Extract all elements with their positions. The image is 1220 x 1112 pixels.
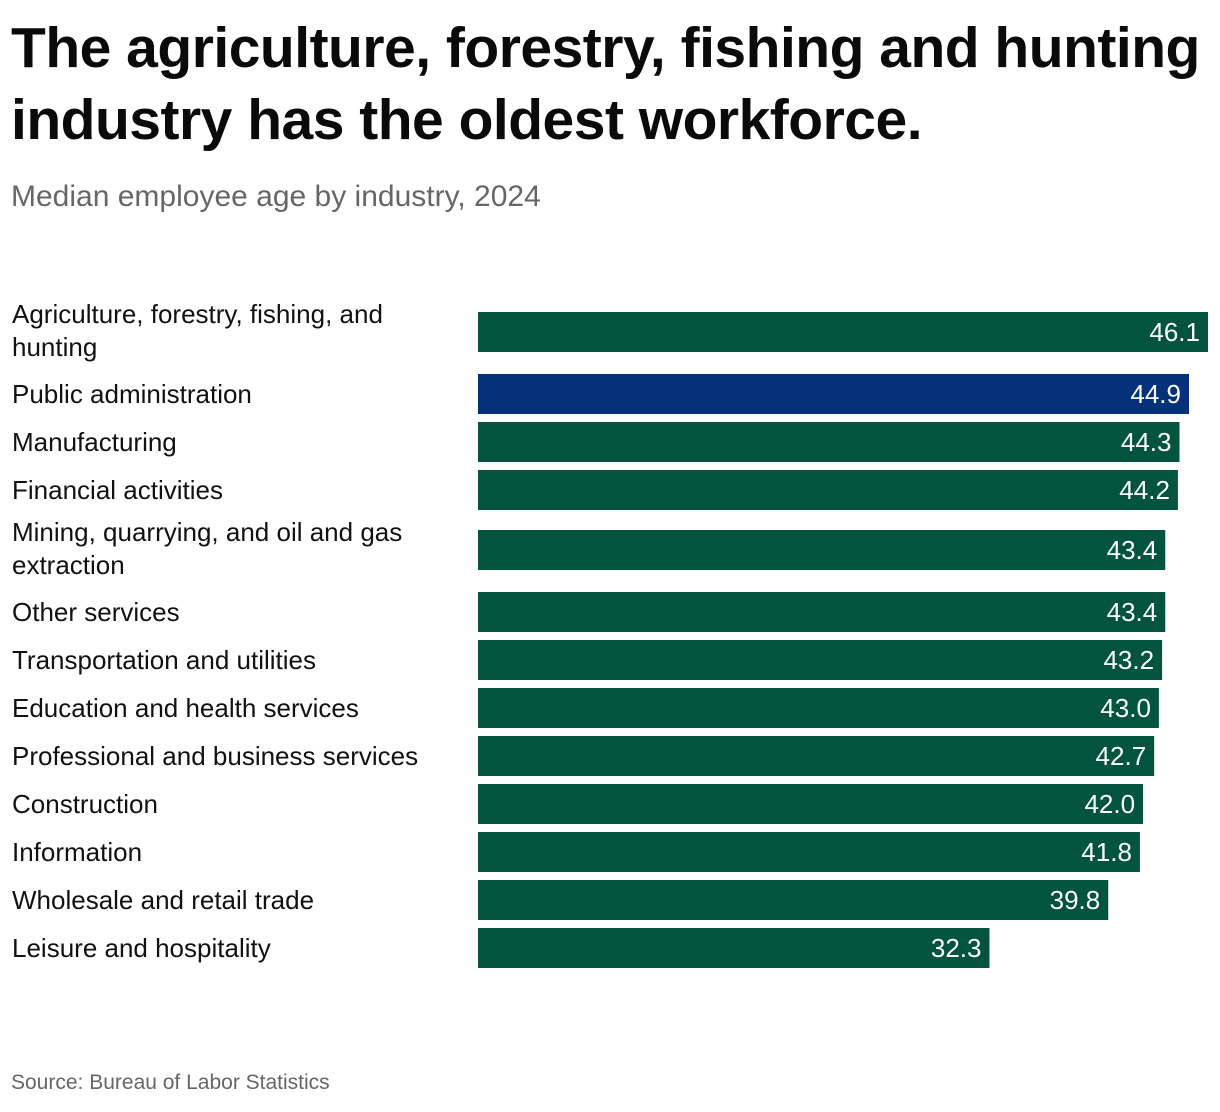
category-label: Other services: [12, 597, 180, 627]
bar-value-label: 43.0: [1100, 693, 1151, 723]
chart-title: The agriculture, forestry, fishing and h…: [11, 16, 1200, 152]
chart-subtitle: Median employee age by industry, 2024: [11, 180, 541, 213]
bar: [478, 422, 1180, 462]
bar-value-label: 44.3: [1121, 427, 1172, 457]
category-label: Agriculture, forestry, fishing, and hunti…: [12, 299, 383, 362]
category-label: Financial activities: [12, 475, 223, 505]
category-label: Education and health services: [12, 693, 359, 723]
category-label: Information: [12, 837, 142, 867]
bar: [478, 312, 1208, 352]
bar-value-label: 32.3: [931, 933, 982, 963]
bar-value-label: 43.2: [1103, 645, 1154, 675]
bar-value-label: 39.8: [1050, 885, 1101, 915]
bar-value-label: 42.7: [1096, 741, 1147, 771]
category-label: Wholesale and retail trade: [12, 885, 314, 915]
bar: [478, 640, 1163, 680]
bar: [478, 832, 1140, 872]
category-label: Leisure and hospitality: [12, 933, 271, 963]
category-label: Transportation and utilities: [12, 645, 316, 675]
bar: [478, 928, 990, 968]
bar-value-label: 44.2: [1119, 475, 1170, 505]
bar: [478, 736, 1155, 776]
bar-value-label: 42.0: [1084, 789, 1135, 819]
bar-value-label: 44.9: [1130, 379, 1181, 409]
bar-value-label: 43.4: [1107, 535, 1158, 565]
bar: [478, 530, 1166, 570]
category-label: Construction: [12, 789, 158, 819]
bar-value-label: 43.4: [1107, 597, 1158, 627]
source-note: Source: Bureau of Labor Statistics: [11, 1071, 330, 1094]
bar: [478, 592, 1166, 632]
category-label: Manufacturing: [12, 427, 177, 457]
bar: [478, 880, 1109, 920]
bar: [478, 470, 1178, 510]
bar-value-label: 41.8: [1081, 837, 1132, 867]
category-label: Mining, quarrying, and oil and gas extrac…: [12, 517, 402, 580]
category-label: Public administration: [12, 379, 252, 409]
bar: [478, 688, 1159, 728]
bar: [478, 374, 1189, 414]
category-label: Professional and business services: [12, 741, 418, 771]
bar-value-label: 46.1: [1149, 317, 1200, 347]
bar: [478, 784, 1144, 824]
